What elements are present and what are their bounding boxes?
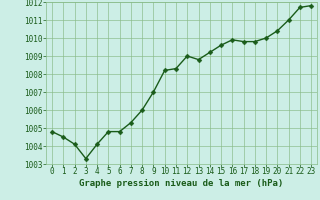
X-axis label: Graphe pression niveau de la mer (hPa): Graphe pression niveau de la mer (hPa) <box>79 179 284 188</box>
